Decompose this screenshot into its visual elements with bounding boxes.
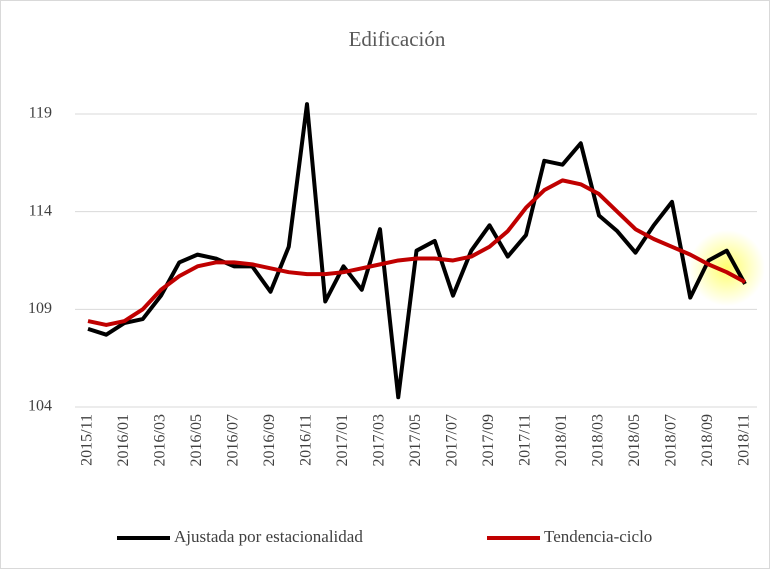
y-tick-label: 109	[28, 300, 52, 317]
x-tick-label: 2017/07	[444, 414, 461, 466]
x-tick-label: 2017/11	[517, 414, 534, 466]
y-tick-label: 114	[29, 202, 52, 219]
legend: Ajustada por estacionalidad Tendencia-cic…	[117, 527, 652, 546]
x-tick-label: 2018/03	[590, 414, 607, 466]
x-tick-label: 2018/05	[626, 414, 643, 466]
y-tick-label: 119	[29, 105, 52, 122]
x-tick-label: 2017/01	[334, 414, 351, 466]
x-tick-label: 2016/11	[298, 414, 315, 466]
x-tick-label: 2016/07	[225, 414, 242, 466]
x-tick-label: 2018/11	[736, 414, 753, 466]
series-line	[87, 178, 746, 327]
legend-label: Ajustada por estacionalidad	[174, 527, 363, 546]
highlight	[689, 230, 765, 306]
series-line	[87, 102, 747, 400]
chart-title: Edificación	[349, 27, 446, 51]
y-tick-label: 104	[28, 398, 52, 415]
x-tick-label: 2018/07	[663, 414, 680, 466]
labels: 104 109 114 119 2015/11 2016/01 2016/03 2016/05…	[28, 105, 753, 467]
grid	[75, 113, 757, 408]
x-tick-label: 2016/09	[261, 414, 278, 466]
x-tick-label: 2017/05	[407, 414, 424, 466]
x-tick-label: 2018/09	[699, 414, 716, 466]
x-tick-label: 2016/03	[152, 414, 169, 466]
x-tick-label: 2016/01	[115, 414, 132, 466]
x-tick-label: 2018/01	[553, 414, 570, 466]
x-tick-label: 2017/03	[371, 414, 388, 466]
lines	[87, 102, 747, 400]
legend-label: Tendencia-ciclo	[544, 527, 652, 546]
x-tick-label: 2016/05	[188, 414, 205, 466]
x-tick-label: 2017/09	[480, 414, 497, 466]
x-tick-label: 2015/11	[79, 414, 96, 466]
